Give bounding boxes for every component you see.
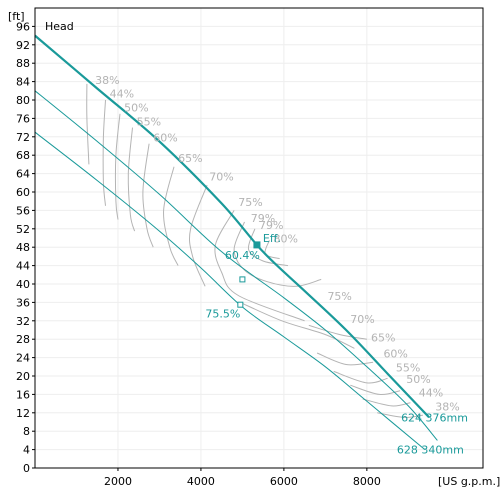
y-tick-label: 88	[16, 57, 30, 70]
head-curves: 624 376mm 628 340mm	[34, 34, 468, 457]
y-axis-unit: [ft]	[8, 10, 25, 23]
y-tick-label: 48	[16, 241, 30, 254]
efficiency-curve	[189, 184, 208, 287]
efficiency-label: 75%	[327, 290, 351, 303]
efficiency-label: 80%	[274, 233, 298, 246]
duty-point-efficiency: 60.4%	[225, 249, 260, 262]
y-tick-label: 44	[16, 260, 30, 273]
efficiency-curve	[350, 384, 401, 396]
y-tick-label: 96	[16, 20, 30, 33]
y-tick-label: 60	[16, 186, 30, 199]
head-curve	[34, 34, 430, 419]
x-tick-label: 2000	[104, 475, 132, 488]
y-tick-label: 76	[16, 112, 30, 125]
x-tick-label: 6000	[270, 475, 298, 488]
efficiency-curve	[316, 352, 374, 366]
efficiency-label: 60%	[153, 131, 177, 144]
head-curve	[34, 90, 438, 441]
efficiency-curve	[308, 324, 367, 340]
y-tick-label: 84	[16, 76, 30, 89]
efficiency-label: 38%	[95, 74, 119, 87]
efficiency-curve	[142, 143, 154, 248]
operating-points: Eff.60.4% 75.5%	[205, 232, 281, 321]
efficiency-curve	[240, 301, 355, 349]
efficiency-label: 65%	[371, 332, 395, 345]
y-tick-label: 20	[16, 370, 30, 383]
efficiency-label: 38%	[435, 401, 459, 414]
y-tick-label: 64	[16, 168, 30, 181]
efficiency-label: 44%	[419, 387, 443, 400]
efficiency-label: 60%	[383, 348, 407, 361]
operating-point-label: 75.5%	[205, 308, 240, 321]
chart-title: Head	[45, 20, 74, 33]
efficiency-curve	[127, 127, 136, 232]
operating-point-marker	[239, 276, 246, 283]
y-tick-label: 16	[16, 388, 30, 401]
y-tick-label: 28	[16, 333, 30, 346]
efficiency-curve	[377, 412, 423, 418]
y-tick-label: 12	[16, 407, 30, 420]
y-tick-label: 4	[23, 444, 30, 457]
duty-point-label: Eff.	[263, 232, 281, 245]
y-tick-label: 80	[16, 94, 30, 107]
y-tick-label: 52	[16, 223, 30, 236]
efficiency-curve	[102, 99, 106, 206]
efficiency-curve	[333, 370, 388, 384]
efficiency-label: 70%	[209, 171, 233, 184]
efficiency-label: 55%	[137, 115, 161, 128]
y-axis-ticks: 0481216202428323640444852566064687276808…	[16, 20, 35, 475]
efficiency-curve	[86, 83, 90, 165]
operating-point-marker	[237, 301, 244, 308]
efficiency-label: 55%	[396, 361, 420, 374]
efficiency-curve	[362, 398, 411, 407]
y-tick-label: 32	[16, 315, 30, 328]
efficiency-label: 79%	[259, 219, 283, 232]
y-tick-label: 92	[16, 39, 30, 52]
y-tick-label: 68	[16, 149, 30, 162]
duty-point-marker	[253, 241, 261, 249]
y-tick-label: 40	[16, 278, 30, 291]
efficiency-label: 70%	[350, 313, 374, 326]
y-tick-label: 36	[16, 296, 30, 309]
efficiency-curve	[163, 166, 179, 266]
x-axis-ticks: 2000 4000 6000 8000	[104, 468, 381, 488]
efficiency-curve	[114, 113, 121, 220]
efficiency-label: 65%	[178, 152, 202, 165]
series-label: 628 340mm	[397, 444, 464, 457]
plot-frame	[34, 7, 484, 469]
y-tick-label: 0	[23, 462, 30, 475]
y-tick-label: 72	[16, 131, 30, 144]
x-axis-unit: [US g.p.m.]	[438, 475, 500, 488]
efficiency-labels: 38%44%50%55%60%65%70%75%79%79%80%75%70%6…	[95, 74, 460, 414]
y-tick-label: 24	[16, 352, 30, 365]
efficiency-label: 50%	[124, 102, 148, 115]
y-tick-label: 56	[16, 204, 30, 217]
series-label: 624 376mm	[401, 411, 468, 424]
x-tick-label: 8000	[353, 475, 381, 488]
x-tick-label: 4000	[187, 475, 215, 488]
efficiency-label: 50%	[406, 373, 430, 386]
y-tick-label: 8	[23, 425, 30, 438]
efficiency-label: 44%	[110, 88, 134, 101]
efficiency-label: 75%	[238, 196, 262, 209]
efficiency-curve	[214, 210, 305, 322]
efficiency-label: 79%	[251, 212, 275, 225]
